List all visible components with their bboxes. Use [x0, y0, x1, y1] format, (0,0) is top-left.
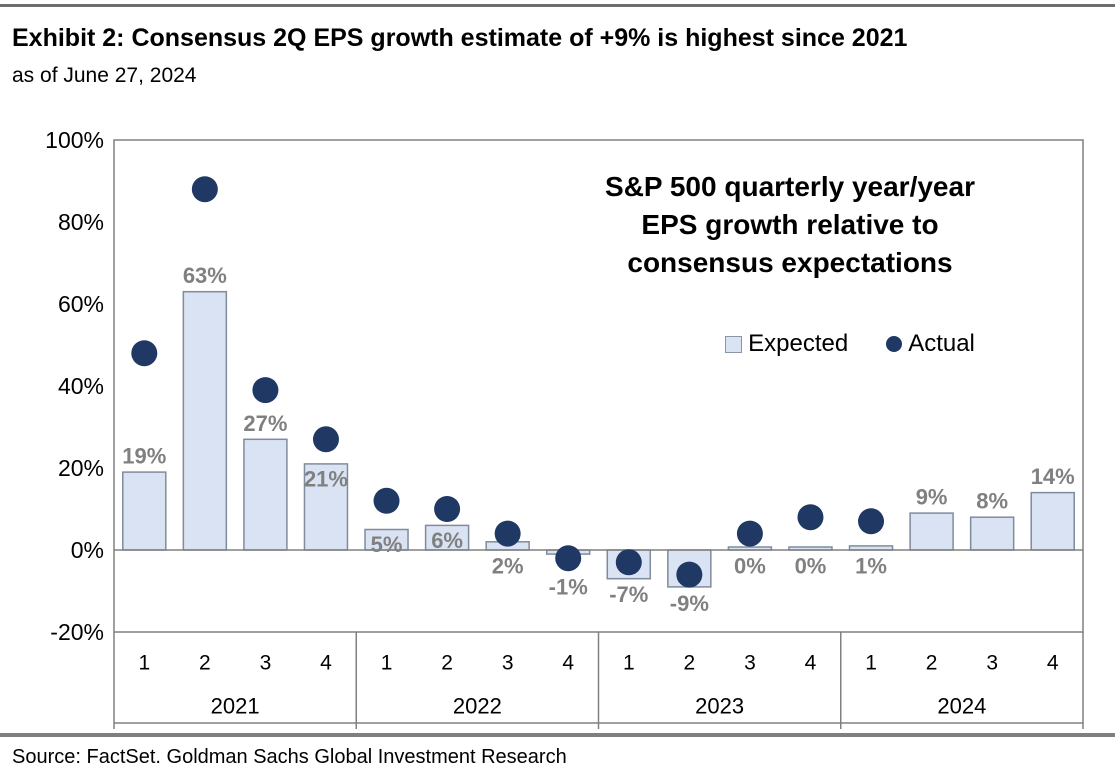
- y-axis-tick-label: 40%: [58, 373, 104, 399]
- y-axis-tick-label: 100%: [45, 127, 104, 153]
- bar-value-label: 19%: [122, 444, 166, 469]
- legend-expected-swatch-icon: [725, 335, 743, 353]
- quarter-label: 2: [441, 652, 453, 675]
- legend-expected-label: Expected: [748, 330, 849, 357]
- chart-annotation: S&P 500 quarterly year/year EPS growth r…: [480, 168, 1100, 282]
- bar-value-label: 0%: [795, 554, 827, 579]
- quarter-label: 2: [199, 652, 211, 675]
- y-axis-tick-label: -20%: [50, 619, 104, 645]
- bar-value-label: 0%: [734, 554, 766, 579]
- actual-dot-2023-q2: [676, 561, 703, 588]
- quarter-label: 1: [138, 652, 150, 675]
- quarter-label: 3: [986, 652, 998, 675]
- expected-bar-2021-q4: [303, 463, 349, 551]
- y-axis-tick-label: 0%: [71, 537, 104, 563]
- bar-value-label: 8%: [976, 489, 1008, 514]
- legend: Expected Actual: [640, 330, 1060, 358]
- bar-value-label: -9%: [670, 591, 709, 616]
- bar-value-label: 63%: [183, 263, 227, 288]
- actual-dot-2021-q1: [131, 340, 158, 367]
- expected-bar-2024-q4: [1030, 491, 1075, 551]
- chart-annotation-line: S&P 500 quarterly year/year: [605, 171, 975, 202]
- actual-dot-2021-q3: [252, 377, 279, 404]
- actual-dot-2024-q1: [858, 508, 885, 535]
- source-text: Source: FactSet. Goldman Sachs Global In…: [12, 746, 567, 768]
- year-label: 2022: [453, 694, 502, 719]
- quarter-label: 4: [562, 652, 574, 675]
- y-axis-tick-label: 20%: [58, 455, 104, 481]
- expected-bar-2021-q1: [122, 471, 167, 551]
- quarter-label: 2: [926, 652, 938, 675]
- bar-value-label: 6%: [431, 528, 463, 553]
- quarter-label: 1: [865, 652, 877, 675]
- bar-value-label: 14%: [1031, 464, 1075, 489]
- as-of-date: as of June 27, 2024: [12, 64, 197, 87]
- actual-dot-2022-q4: [555, 545, 582, 572]
- top-rule: [0, 4, 1115, 7]
- actual-dot-2022-q1: [373, 487, 400, 514]
- actual-dot-2023-q1: [615, 549, 642, 576]
- bar-value-label: -1%: [549, 575, 588, 600]
- quarter-label: 4: [805, 652, 817, 675]
- expected-bar-2024-q2: [909, 512, 954, 551]
- quarter-label: 2: [684, 652, 696, 675]
- expected-bar-2024-q3: [969, 516, 1015, 551]
- actual-dot-2022-q2: [434, 496, 461, 522]
- expected-bar-2021-q3: [243, 438, 288, 551]
- quarter-label: 1: [381, 652, 393, 675]
- bar-value-label: 1%: [855, 554, 887, 579]
- quarter-label: 1: [623, 652, 635, 675]
- expected-bar-2021-q2: [182, 290, 228, 551]
- year-label: 2024: [937, 694, 986, 719]
- bar-value-label: 27%: [243, 411, 287, 436]
- quarter-label: 3: [260, 652, 272, 675]
- quarter-label: 3: [744, 652, 756, 675]
- quarter-label: 4: [320, 652, 332, 675]
- expected-bar-2022-q2: [424, 524, 470, 551]
- bottom-rule: [0, 733, 1115, 737]
- exhibit-title: Exhibit 2: Consensus 2Q EPS growth estim…: [12, 24, 908, 52]
- bar-value-label: -7%: [609, 582, 648, 607]
- y-axis-tick-label: 80%: [58, 209, 104, 235]
- chart-annotation-line: consensus expectations: [627, 247, 953, 278]
- actual-dot-2022-q3: [494, 520, 521, 547]
- y-axis-tick-label: 60%: [58, 291, 104, 317]
- legend-actual-marker-icon: [886, 336, 903, 352]
- bar-value-label: 2%: [492, 554, 524, 579]
- bar-value-label: 9%: [916, 485, 948, 510]
- bar-value-label: 5%: [371, 532, 403, 557]
- actual-dot-2023-q3: [736, 520, 763, 547]
- legend-actual-label: Actual: [908, 330, 975, 357]
- quarter-label: 4: [1047, 652, 1059, 675]
- actual-dot-2023-q4: [797, 504, 824, 531]
- actual-dot-2021-q2: [191, 176, 218, 203]
- year-label: 2021: [211, 694, 260, 719]
- bar-value-label: 21%: [304, 466, 348, 491]
- year-label: 2023: [695, 694, 744, 719]
- actual-dot-2021-q4: [312, 426, 339, 453]
- chart-annotation-line: EPS growth relative to: [641, 209, 939, 240]
- quarter-label: 3: [502, 652, 514, 675]
